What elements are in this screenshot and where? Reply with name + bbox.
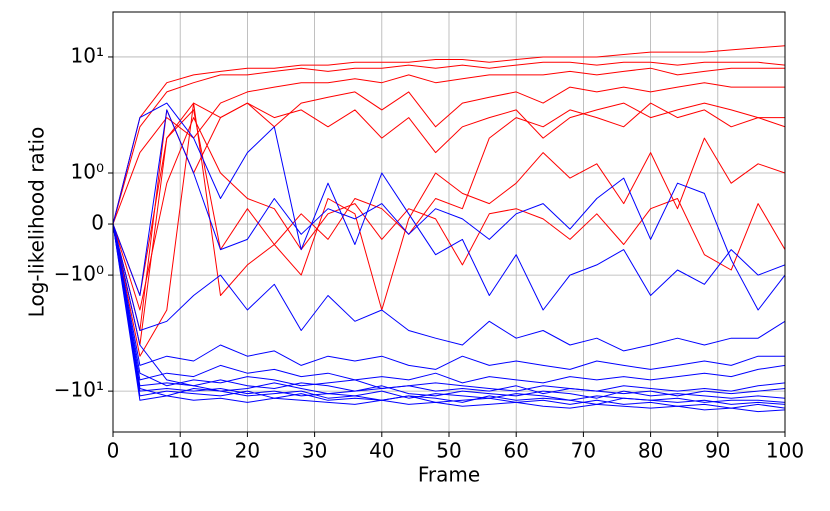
- y-tick-label: 10⁰: [71, 159, 104, 183]
- x-axis-label: Frame: [418, 463, 480, 487]
- x-tick-label: 10: [167, 439, 192, 463]
- y-tick-label: −10⁰: [54, 262, 104, 286]
- series-line: [113, 223, 785, 409]
- series-line: [113, 223, 785, 392]
- plot-frame: [112, 11, 786, 433]
- series-line: [113, 102, 785, 311]
- x-tick-label: 90: [705, 439, 730, 463]
- series-line: [113, 61, 785, 225]
- series-line: [113, 223, 785, 384]
- x-tick-label: 80: [638, 439, 663, 463]
- series-line: [113, 223, 785, 370]
- series-line: [113, 67, 785, 225]
- series-line: [113, 223, 785, 352]
- series-line: [113, 102, 785, 331]
- x-tick-label: 40: [369, 439, 394, 463]
- x-tick-label: 30: [302, 439, 327, 463]
- series-line: [113, 102, 785, 357]
- x-tick-label: 50: [436, 439, 461, 463]
- y-tick-label: 10¹: [71, 43, 104, 67]
- series-line: [113, 223, 785, 403]
- y-tick-label: 0: [91, 211, 104, 235]
- series-line: [113, 45, 785, 225]
- series-line: [113, 223, 785, 405]
- x-tick-label: 0: [107, 439, 120, 463]
- x-tick-label: 60: [503, 439, 528, 463]
- series-line: [113, 109, 785, 346]
- x-tick-label: 20: [235, 439, 260, 463]
- series-line: [113, 109, 785, 311]
- y-axis-label: Log-likelihood ratio: [25, 127, 49, 318]
- series-line: [113, 223, 785, 413]
- series-line: [113, 223, 785, 399]
- series-line: [113, 223, 785, 397]
- y-tick-label: −10¹: [54, 378, 104, 402]
- x-tick-label: 100: [766, 439, 804, 463]
- x-tick-label: 70: [571, 439, 596, 463]
